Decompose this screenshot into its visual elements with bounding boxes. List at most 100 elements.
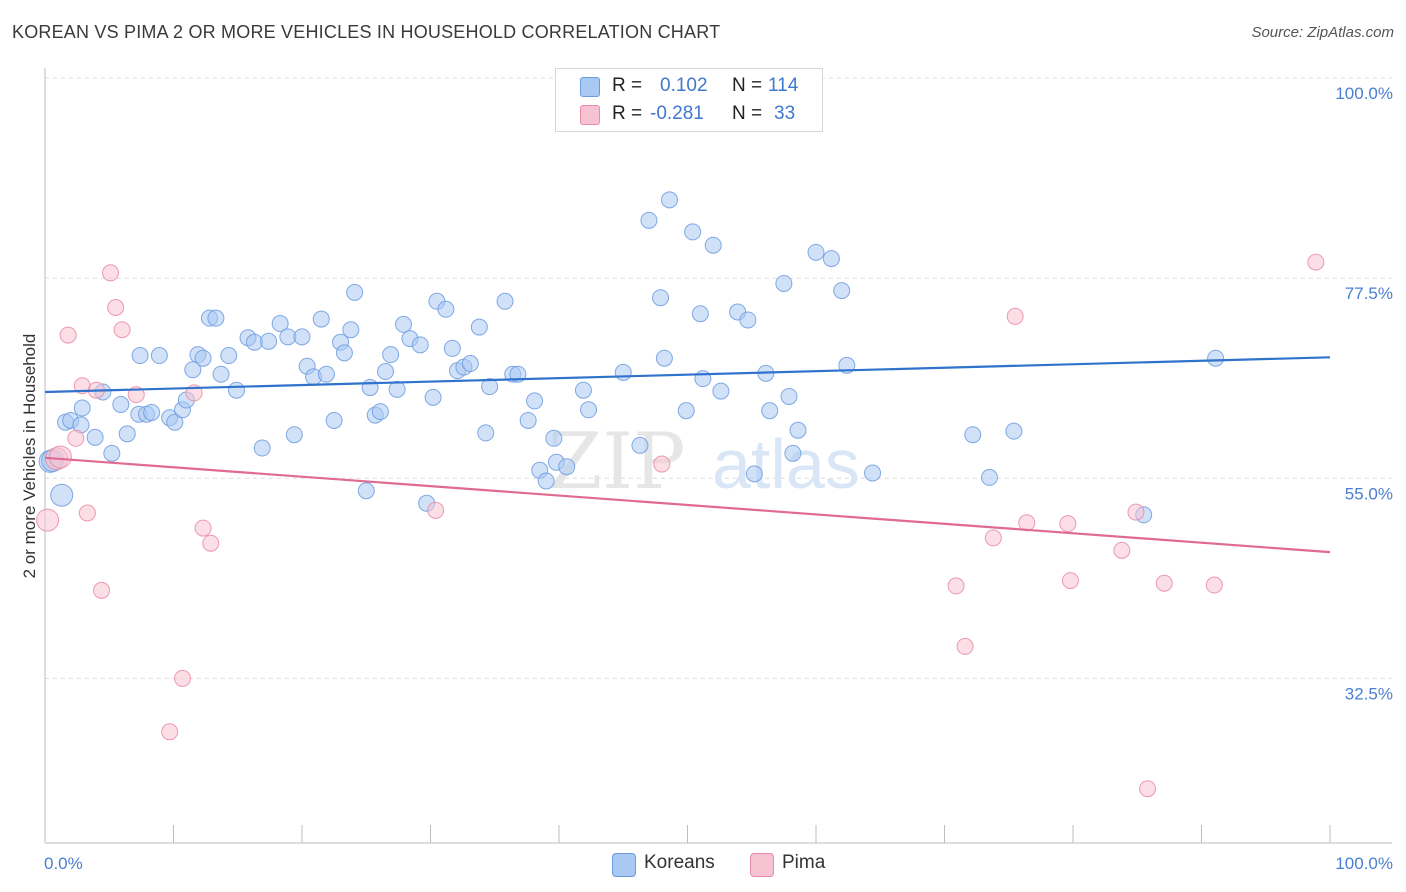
y-tick-label: 55.0% [1345,484,1393,503]
legend-r-value: -0.281 [650,103,704,124]
data-point [150,347,168,365]
data-point [143,403,161,421]
data-point [1113,541,1131,559]
data-point [107,299,125,316]
data-point [50,483,74,507]
data-point [984,529,1002,547]
data-point [86,428,104,446]
watermark-atlas: atlas [712,425,860,503]
data-point [980,468,998,486]
legend-n-label: N = [732,75,763,96]
legend-swatch-pima [580,105,600,125]
y-tick-label: 77.5% [1345,284,1393,303]
data-points [36,191,1325,798]
data-point [558,458,576,476]
legend-swatch-koreans [612,853,636,877]
data-point [739,311,757,329]
data-point [461,355,479,373]
data-point [279,328,297,346]
data-point [789,421,807,439]
data-point [131,347,149,365]
data-point [103,444,121,462]
data-point [437,300,455,318]
y-axis-label: 2 or more Vehicles in Household [20,334,39,579]
watermark: ZIP atlas [548,417,860,507]
data-point [220,347,238,365]
data-point [212,365,230,383]
data-point [496,292,514,310]
data-point [775,274,793,292]
data-point [118,425,136,443]
y-tick-label: 32.5% [1345,684,1393,703]
data-point [388,380,406,398]
data-point [1307,253,1325,271]
data-point [102,264,120,282]
data-point [614,363,632,381]
data-point [653,455,671,473]
data-point [761,402,779,420]
data-point [427,501,445,519]
legend-r-label: R = [612,75,643,96]
data-point [1205,576,1223,594]
data-point [377,363,395,381]
data-point [361,379,379,397]
data-point [784,444,802,462]
legend-n-value: 114 [768,75,799,96]
data-point [956,637,974,655]
data-point [184,361,202,379]
data-point [395,315,413,333]
chart-title: KOREAN VS PIMA 2 OR MORE VEHICLES IN HOU… [12,22,721,42]
data-point [73,399,91,417]
x-tick-label: 100.0% [1335,854,1393,873]
legend-label-pima: Pima [782,852,826,873]
data-point [1207,349,1225,367]
data-point [78,504,96,522]
data-point [112,395,130,413]
data-point [312,310,330,328]
data-point [317,365,335,383]
data-point [677,402,695,420]
data-point [574,381,592,399]
legend-n-value: 33 [774,103,796,124]
legend-r-value: 0.102 [660,75,708,96]
data-point [640,211,658,229]
data-point [580,401,598,419]
data-point [1059,515,1077,533]
data-point [833,282,851,300]
data-point [260,332,278,350]
data-point [285,426,303,444]
legend-label-koreans: Koreans [644,852,715,873]
data-point [1006,307,1024,325]
data-point [253,439,271,457]
data-point [325,411,343,429]
data-point [704,236,722,254]
data-point [342,321,360,339]
data-point [1005,422,1023,440]
data-point [631,436,649,454]
x-tick-label: 0.0% [44,854,83,873]
data-point [545,429,563,447]
data-point [161,723,179,741]
data-point [652,289,670,307]
data-point [202,534,220,552]
data-point [443,339,461,357]
trend-line [44,356,1331,394]
data-point [382,346,400,364]
data-point [1061,572,1079,590]
data-point [964,426,982,444]
data-point [346,283,364,301]
data-point [526,392,544,410]
data-point [357,482,375,500]
data-point [481,378,499,396]
legend-swatch-koreans [580,77,600,97]
data-point [1139,780,1157,798]
data-point [947,577,965,595]
source-label: Source: ZipAtlas.com [1251,24,1394,41]
trend-line [44,456,1331,554]
data-point [207,309,225,327]
data-point [36,508,60,532]
data-point [371,403,389,421]
data-point [655,349,673,367]
data-point [684,223,702,241]
